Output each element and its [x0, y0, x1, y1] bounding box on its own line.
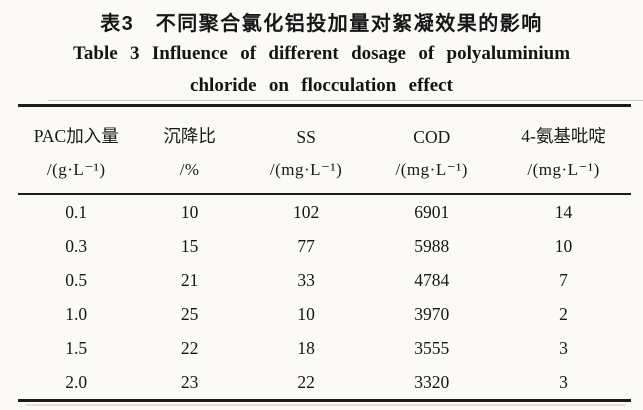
- table-cell: 1.5: [65, 337, 88, 358]
- table-cell: 3: [559, 337, 568, 358]
- table-cell: 23: [180, 371, 199, 392]
- table-caption-chinese: 表3 不同聚合氯化铝投加量对絮凝效果的影响: [100, 13, 543, 35]
- column-header: PAC加入量: [33, 126, 119, 146]
- table-cell: 3970: [414, 303, 450, 324]
- table-cell: 5988: [414, 235, 450, 256]
- table-header: PAC加入量 沉降比 SS COD 4-氨基吡啶 /(g·L⁻¹) /% /(mg·L⁻¹)…: [18, 106, 631, 194]
- column-header: SS: [296, 127, 316, 147]
- table-cell: 25: [180, 303, 199, 324]
- table-cell: 7: [559, 269, 568, 290]
- table-cell: 1.0: [65, 303, 88, 324]
- table-cell: 3: [559, 371, 568, 392]
- table-cell: 21: [180, 269, 199, 290]
- column-header: 4-氨基吡啶: [521, 126, 606, 146]
- table-row: 0.3 15 77 5988 10: [18, 229, 631, 263]
- table-cell: 2: [559, 303, 568, 324]
- flocculation-results-table: PAC加入量 沉降比 SS COD 4-氨基吡啶 /(g·L⁻¹) /% /(mg·L⁻¹)…: [18, 104, 631, 402]
- table-cell: 0.1: [65, 201, 88, 222]
- table-cell: 10: [180, 201, 199, 222]
- table-cell: 10: [297, 303, 315, 324]
- table-row: 1.5 22 18 3555 3: [18, 331, 631, 365]
- table-cell: 4784: [414, 269, 450, 290]
- table-row: 2.0 23 22 3320 3: [18, 365, 631, 401]
- table-cell: 3320: [414, 371, 450, 392]
- table-caption-english-line1: Table 3 Influence of different dosage of…: [72, 43, 571, 64]
- table-cell: 0.5: [65, 269, 88, 290]
- table-row: 1.0 25 10 3970 2: [18, 297, 631, 331]
- table-cell: 102: [292, 201, 320, 222]
- table-cell: 0.3: [65, 235, 88, 256]
- table-caption-english-line2: chloride on flocculation effect: [190, 75, 453, 96]
- column-unit: /(mg·L⁻¹): [395, 159, 468, 179]
- column-unit: /%: [179, 159, 200, 179]
- table-row: 0.5 21 33 4784 7: [18, 263, 631, 297]
- table-cell: 33: [297, 269, 315, 290]
- table-cell: 6901: [414, 201, 450, 222]
- table-cell: 2.0: [65, 371, 88, 392]
- table-cell: 14: [554, 201, 573, 222]
- table-cell: 10: [554, 235, 573, 256]
- scan-artifact-line-bottom: [26, 404, 626, 406]
- table-cell: 18: [297, 337, 315, 358]
- column-unit: /(g·L⁻¹): [46, 159, 106, 179]
- table-cell: 77: [297, 235, 315, 256]
- table-cell: 22: [180, 337, 199, 358]
- column-header: 沉降比: [163, 126, 216, 146]
- column-header: COD: [413, 127, 451, 147]
- header-units-row: /(g·L⁻¹) /% /(mg·L⁻¹) /(mg·L⁻¹) /(mg·L⁻¹): [18, 152, 631, 194]
- header-names-row: PAC加入量 沉降比 SS COD 4-氨基吡啶: [18, 106, 631, 153]
- table-cell: 3555: [414, 337, 450, 358]
- column-unit: /(mg·L⁻¹): [269, 159, 343, 179]
- scan-artifact-line-top: [48, 100, 643, 101]
- table-cell: 15: [180, 235, 199, 256]
- table-row: 0.1 10 102 6901 14: [18, 194, 631, 229]
- table-cell: 22: [297, 371, 315, 392]
- table-body: 0.1 10 102 6901 14 0.3 15 77 5988 10 0.5 21 33 4784 7 1…: [18, 194, 631, 401]
- column-unit: /(mg·L⁻¹): [527, 159, 600, 179]
